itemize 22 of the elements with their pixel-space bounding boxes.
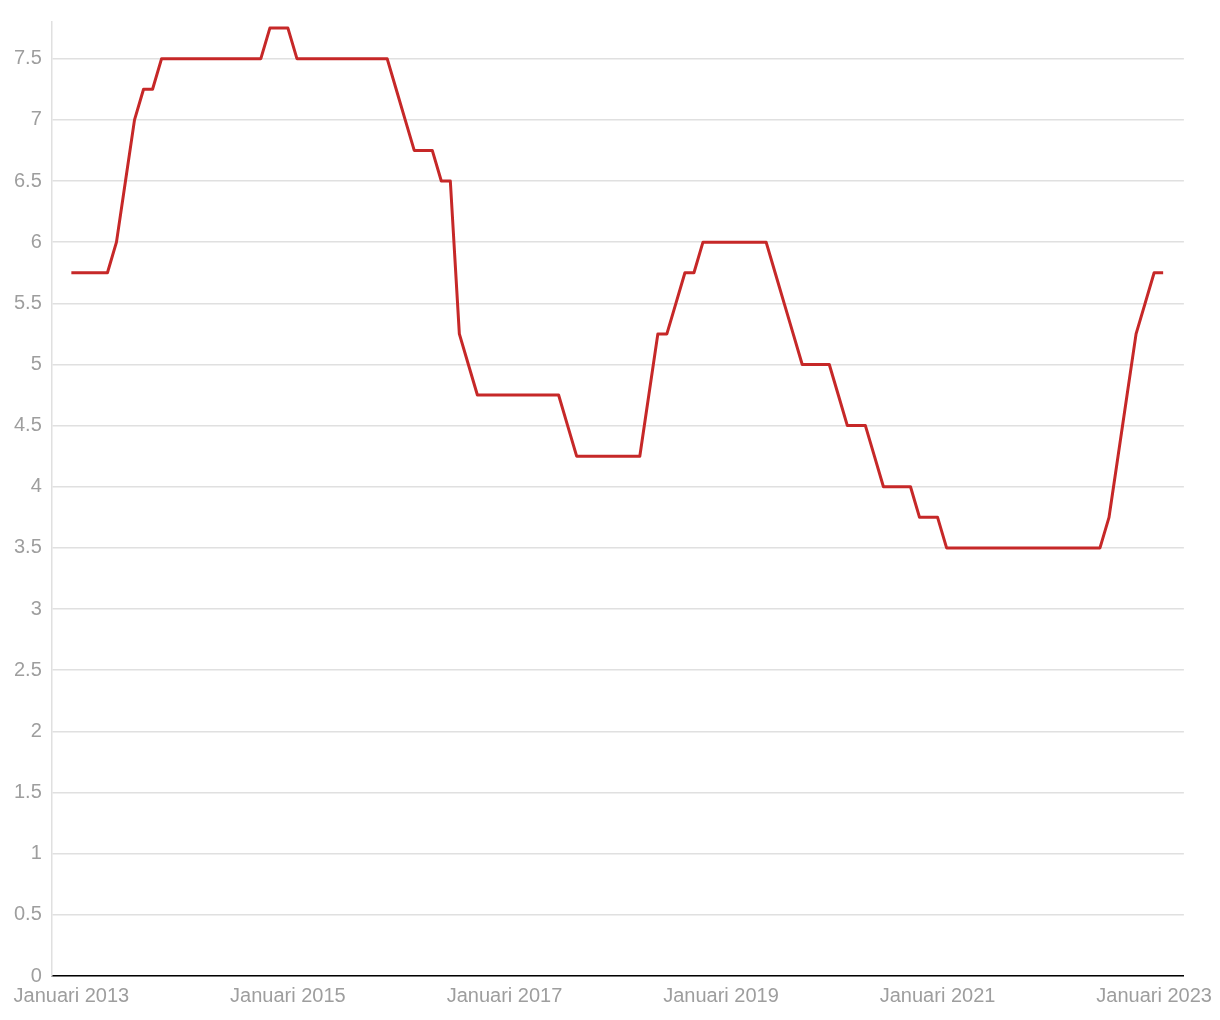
y-tick-label: 5.5	[13, 290, 42, 313]
x-tick-label: Januari 2013	[13, 983, 130, 1006]
y-tick-label: 1.5	[13, 780, 42, 803]
y-tick-label: 7.5	[13, 46, 42, 69]
x-tick-label: Januari 2021	[879, 983, 996, 1006]
y-tick-label: 2.5	[13, 657, 42, 680]
y-tick-label: 1	[30, 841, 42, 864]
x-tick-label: Januari 2019	[663, 983, 779, 1006]
y-tick-label: 0.5	[13, 902, 42, 925]
y-tick-label: 5	[30, 351, 42, 374]
y-tick-label: 6.5	[13, 168, 42, 191]
y-tick-label: 2	[30, 718, 42, 741]
y-tick-label: 4	[30, 474, 42, 497]
x-tick-label: Januari 2015	[230, 983, 346, 1006]
y-tick-label: 3	[30, 596, 42, 619]
y-tick-label: 4.5	[13, 413, 42, 436]
y-tick-label: 7	[30, 107, 42, 130]
x-tick-label: Januari 2023	[1096, 983, 1212, 1006]
y-tick-label: 3.5	[13, 535, 42, 558]
x-tick-label: Januari 2017	[446, 983, 563, 1006]
y-tick-label: 6	[30, 229, 42, 252]
y-tick-label: 0	[30, 963, 42, 986]
